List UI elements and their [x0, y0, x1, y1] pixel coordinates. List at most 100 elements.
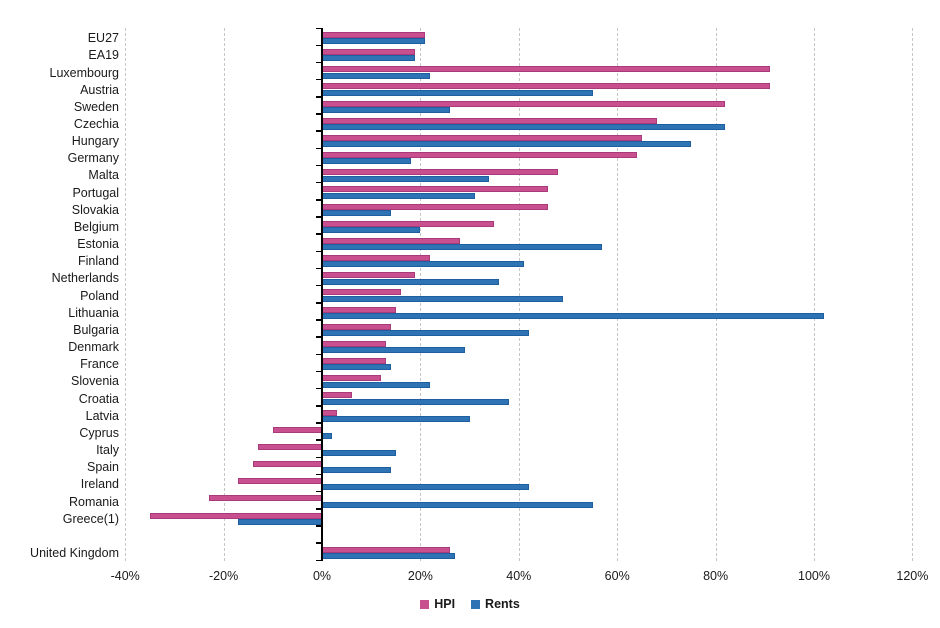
hpi-bar: [322, 117, 657, 124]
category-label: Slovakia: [71, 202, 119, 217]
rents-legend-swatch: [471, 599, 481, 609]
rents-bar: [322, 312, 824, 319]
axis-tick: [316, 267, 322, 270]
hpi-bar: [322, 49, 416, 56]
category-label: Hungary: [71, 134, 119, 149]
hpi-bar: [322, 83, 770, 90]
rents-bar: [322, 141, 691, 148]
category-label: Romania: [68, 494, 119, 509]
legend-label-hpi: HPI: [434, 597, 456, 611]
gridline: [814, 28, 815, 561]
axis-tick: [316, 353, 322, 356]
rents-bar: [322, 484, 529, 491]
axis-tick: [316, 181, 322, 184]
category-label: Finland: [78, 254, 119, 269]
category-label: EU27: [87, 31, 119, 46]
hpi-bar: [322, 100, 726, 107]
category-label: United Kingdom: [30, 546, 119, 561]
category-label: Greece(1): [62, 511, 119, 526]
category-label: France: [80, 357, 119, 372]
axis-tick: [316, 284, 322, 287]
category-label: Lithuania: [68, 305, 119, 320]
axis-tick: [316, 61, 322, 64]
category-label: Estonia: [77, 237, 119, 252]
x-axis-tick-label: 80%: [703, 569, 729, 583]
gridline: [617, 28, 619, 561]
gridline: [223, 28, 225, 561]
hpi-bar: [322, 255, 431, 262]
axis-tick: [316, 439, 322, 441]
rents-bar: [322, 295, 564, 302]
axis-tick: [316, 336, 322, 338]
legend-label-rents: Rents: [485, 597, 520, 611]
x-axis-tick-label: 100%: [798, 569, 830, 583]
rents-bar: [322, 364, 391, 371]
hpi-bar: [322, 152, 637, 159]
hpi-bar: [149, 512, 322, 519]
axis-tick: [316, 387, 322, 390]
rents-bar: [322, 553, 455, 560]
hpi-bar: [322, 358, 386, 365]
zero-axis-line: [321, 28, 323, 561]
rents-bar: [322, 38, 426, 45]
rents-bar: [238, 518, 322, 525]
hpi-bar: [322, 66, 770, 73]
axis-tick: [316, 113, 322, 115]
gridline: [912, 28, 914, 561]
axis-tick: [316, 78, 322, 81]
rents-bar: [322, 278, 500, 285]
axis-tick: [316, 542, 322, 544]
rents-bar: [322, 398, 509, 405]
x-axis-tick-label: 20%: [407, 569, 433, 583]
rents-bar: [322, 227, 421, 234]
category-label: Ireland: [80, 477, 119, 492]
axis-tick: [316, 44, 322, 47]
hpi-bar: [208, 495, 322, 502]
x-axis-tick-label: 60%: [604, 569, 630, 583]
axis-tick: [316, 199, 322, 201]
category-label: Austria: [80, 82, 119, 97]
category-label: Croatia: [78, 391, 119, 406]
hpi-bar: [322, 340, 386, 347]
category-label: Sweden: [73, 99, 119, 114]
axis-tick: [316, 422, 322, 424]
legend-item-hpi: HPI: [420, 597, 455, 611]
hpi-bar: [272, 426, 322, 433]
axis-tick: [316, 164, 322, 167]
axis-tick: [316, 27, 322, 29]
gridline: [420, 28, 422, 561]
category-label: Latvia: [85, 408, 119, 423]
rents-bar: [322, 433, 332, 439]
category-label: Poland: [80, 288, 119, 303]
x-axis-tick-label: -20%: [209, 569, 239, 583]
rents-bar: [322, 450, 396, 457]
category-label: Germany: [67, 151, 119, 166]
hpi-bar: [238, 478, 322, 485]
hpi-bar: [322, 546, 450, 553]
category-label: Malta: [88, 168, 119, 183]
category-label: Belgium: [73, 219, 119, 234]
category-label: Italy: [96, 443, 119, 458]
x-axis-tick-label: 0%: [312, 569, 332, 583]
legend: HPI Rents: [0, 597, 940, 611]
hpi-bar: [322, 289, 401, 296]
hpi-bar: [322, 220, 495, 227]
hpi-bar: [258, 443, 322, 450]
gridline: [125, 28, 127, 561]
axis-tick: [316, 302, 322, 304]
category-label: Netherlands: [51, 271, 119, 286]
category-label: Spain: [87, 460, 119, 475]
axis-tick: [316, 96, 322, 98]
rents-bar: [322, 415, 470, 422]
axis-tick: [316, 233, 322, 235]
axis-tick: [316, 370, 322, 373]
rents-bar: [322, 192, 475, 199]
hpi-bar: [322, 306, 396, 313]
hpi-bar: [322, 323, 391, 330]
category-label: Portugal: [72, 185, 119, 200]
axis-tick: [316, 216, 322, 218]
rents-bar: [322, 55, 416, 62]
x-axis-tick-label: 40%: [506, 569, 532, 583]
x-axis-tick-label: 120%: [896, 569, 929, 583]
category-label: Czechia: [73, 117, 119, 131]
